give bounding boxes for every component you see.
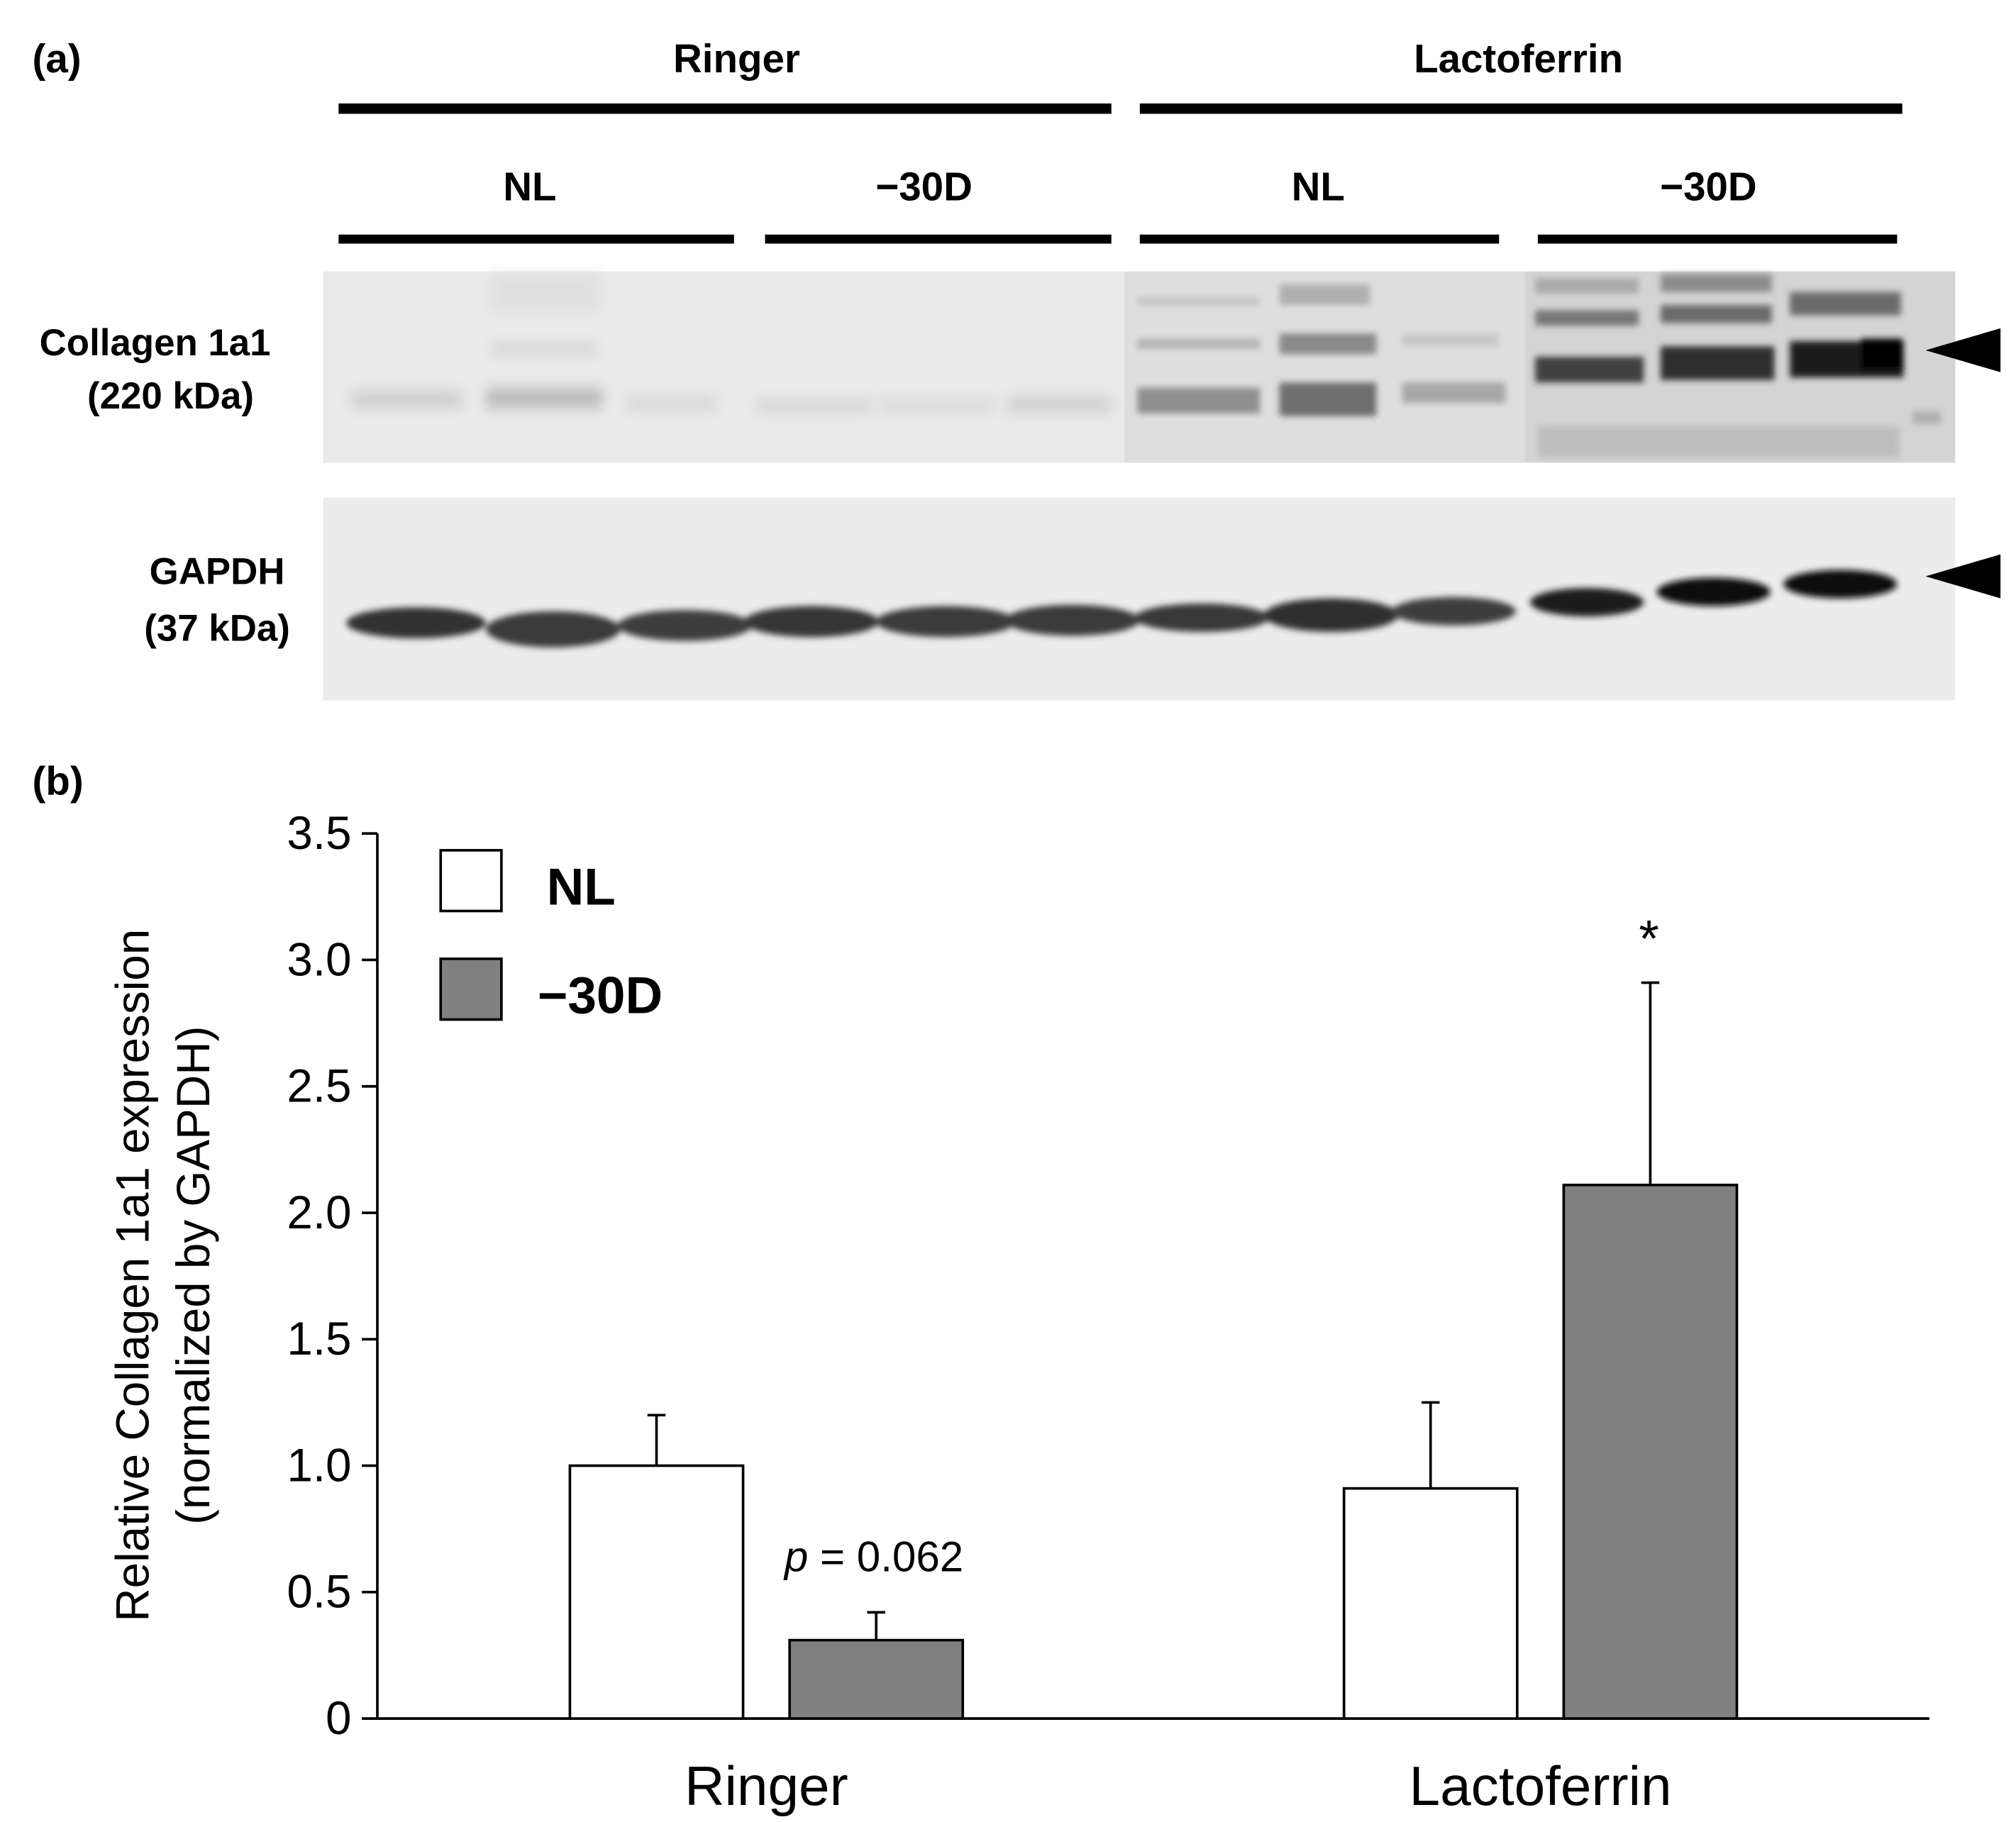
p-value-text: = 0.062	[808, 1533, 963, 1580]
y-tick-label: 3.0	[287, 933, 351, 985]
blot-size-collagen: (220 kDa)	[87, 375, 254, 417]
y-tick-label: 1.5	[287, 1313, 351, 1365]
collagen-arrowhead-icon	[1925, 328, 2001, 372]
bar-lactoferrin-nl	[1342, 1487, 1519, 1720]
panel-b: (b) Relative Collagen 1a1 expression (no…	[33, 759, 1929, 1817]
y-axis-label-secondary: (normalized by GAPDH)	[167, 1026, 219, 1525]
panel-b-label: (b)	[33, 759, 84, 804]
group-label-lactoferrin: Lactoferrin	[1414, 36, 1623, 81]
y-axis-ticks: 0 0.5 1.0 1.5 2.0 2.5 3.0 3.5	[287, 807, 377, 1744]
x-tick-label: Ringer	[685, 1755, 848, 1817]
panel-a-label: (a)	[33, 36, 82, 81]
bar-series	[568, 981, 1739, 1720]
legend-swatch-nl	[439, 849, 503, 913]
bar-ringer-30d	[788, 1638, 965, 1720]
legend-swatch-30d	[439, 957, 503, 1021]
bar-ringer-nl	[568, 1464, 745, 1720]
collagen-blot-image	[323, 271, 1956, 463]
blot-size-gapdh: (37 kDa)	[144, 608, 290, 650]
subgroup-label-lactoferrin-nl: NL	[1292, 165, 1345, 209]
blot-label-collagen: Collagen 1a1	[40, 322, 271, 364]
gapdh-arrowhead-icon	[1925, 554, 2001, 599]
subgroup-label-lactoferrin-30d: −30D	[1660, 165, 1757, 209]
group-label-ringer: Ringer	[673, 36, 800, 81]
y-axis-title: Relative Collagen 1a1 expression (normal…	[107, 929, 220, 1622]
y-tick-label: 1.0	[287, 1439, 351, 1491]
subgroup-label-ringer-nl: NL	[503, 165, 556, 209]
panel-a: (a) Ringer Lactoferrin NL −30D NL −30D C…	[33, 36, 2001, 701]
y-tick-label: 0	[326, 1692, 351, 1744]
p-value-symbol: p	[783, 1533, 808, 1580]
legend: NL −30D	[439, 849, 663, 1024]
p-value-annotation: p = 0.062	[783, 1533, 963, 1580]
legend-label-30d: −30D	[538, 967, 663, 1024]
gapdh-blot-image	[323, 497, 1956, 701]
y-tick-label: 3.5	[287, 807, 351, 859]
y-tick-label: 2.0	[287, 1187, 351, 1238]
x-tick-label: Lactoferrin	[1409, 1755, 1672, 1817]
y-tick-label: 0.5	[287, 1566, 351, 1618]
subgroup-label-ringer-30d: −30D	[875, 165, 973, 209]
x-axis-ticks: Ringer Lactoferrin	[685, 1755, 1672, 1817]
blot-label-gapdh: GAPDH	[150, 551, 285, 593]
y-tick-label: 2.5	[287, 1060, 351, 1112]
bar-lactoferrin-30d	[1562, 1183, 1739, 1720]
y-axis-label: Relative Collagen 1a1 expression	[107, 929, 159, 1622]
significance-asterisk: *	[1639, 910, 1658, 967]
legend-label-nl: NL	[547, 858, 616, 916]
